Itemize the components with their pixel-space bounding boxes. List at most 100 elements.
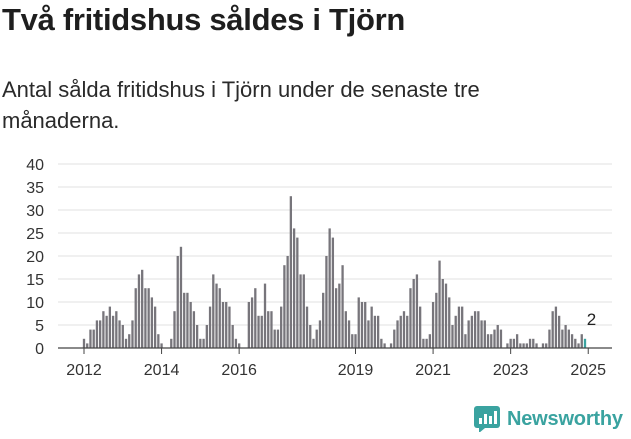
bar [490, 334, 493, 348]
x-tick-label: 2023 [493, 362, 529, 379]
bar [108, 306, 112, 348]
bar [519, 343, 522, 348]
bar [302, 274, 305, 348]
bar [231, 325, 234, 348]
bar [354, 334, 357, 348]
bar [351, 334, 354, 348]
bar [509, 338, 512, 348]
bar [360, 302, 364, 348]
bar [402, 311, 406, 348]
bar [86, 343, 89, 348]
bar [541, 343, 545, 348]
bar [141, 269, 144, 348]
bar [215, 283, 218, 348]
bar [435, 292, 438, 348]
bar [561, 329, 564, 348]
y-tick-label: 30 [26, 203, 44, 220]
bar [195, 325, 199, 348]
bar [273, 329, 276, 348]
bar [493, 329, 496, 348]
bar [344, 311, 347, 348]
bar [415, 274, 419, 348]
y-tick-label: 15 [26, 272, 44, 289]
bar [322, 292, 325, 348]
bar [399, 315, 402, 348]
bar [267, 311, 270, 348]
bar [567, 329, 570, 348]
annotation: 2 [587, 310, 596, 329]
bar [438, 260, 441, 348]
bar [186, 292, 189, 348]
bar [218, 288, 221, 348]
bar [263, 283, 267, 348]
bar [283, 265, 286, 348]
bar [92, 329, 95, 348]
bar [270, 311, 273, 348]
bar [276, 329, 280, 348]
bar [580, 334, 583, 348]
bar [528, 338, 532, 348]
bar [522, 343, 525, 348]
bar [312, 338, 315, 348]
bar [454, 315, 457, 348]
bar [234, 338, 238, 348]
bar [338, 283, 341, 348]
bar [150, 297, 154, 348]
y-tick-label: 25 [26, 226, 44, 243]
bar [144, 288, 147, 348]
y-tick-label: 40 [26, 157, 44, 174]
bar [461, 306, 464, 348]
bar [128, 334, 131, 348]
bar [192, 311, 196, 348]
bar [250, 297, 254, 348]
x-tick-label: 2025 [570, 362, 606, 379]
bar [199, 338, 202, 348]
bar [380, 338, 383, 348]
bar [292, 228, 296, 348]
bar [583, 338, 587, 348]
bar [376, 315, 380, 348]
bar [483, 320, 486, 348]
bar [548, 329, 551, 348]
bar [289, 196, 293, 348]
bar [280, 306, 283, 348]
y-tick-label: 10 [26, 295, 44, 312]
bar [464, 334, 467, 348]
bar [444, 283, 448, 348]
bar [457, 306, 461, 348]
bar [496, 325, 499, 348]
bar [499, 329, 503, 348]
chart-title: Två fritidshus såldes i Tjörn [2, 2, 406, 37]
bar [212, 274, 215, 348]
bar [225, 302, 228, 348]
bar [389, 343, 393, 348]
bar [137, 274, 141, 348]
bar [467, 320, 470, 348]
bar [370, 306, 373, 348]
bar [260, 315, 263, 348]
bar [134, 288, 137, 348]
bar [477, 311, 480, 348]
bar [470, 315, 474, 348]
bar [473, 311, 477, 348]
bar [89, 329, 92, 348]
bar [153, 306, 157, 348]
x-tick-label: 2021 [415, 362, 451, 379]
bar [124, 338, 128, 348]
bar [525, 343, 528, 348]
bar [102, 311, 105, 348]
bar [535, 343, 538, 348]
x-tick-label: 2016 [221, 362, 257, 379]
bar [157, 334, 160, 348]
bar [409, 288, 412, 348]
newsworthy-chart-icon [474, 406, 500, 432]
bar [170, 338, 173, 348]
bar [364, 302, 367, 348]
x-axis: 2012 2014 2016 2019 2021 2023 2025 [58, 347, 612, 379]
bar [121, 325, 124, 348]
x-tick-label: 2012 [66, 362, 102, 379]
bar [315, 329, 318, 348]
bar [341, 265, 344, 348]
bar [448, 297, 451, 348]
newsworthy-logo: Newsworthy [474, 406, 623, 432]
